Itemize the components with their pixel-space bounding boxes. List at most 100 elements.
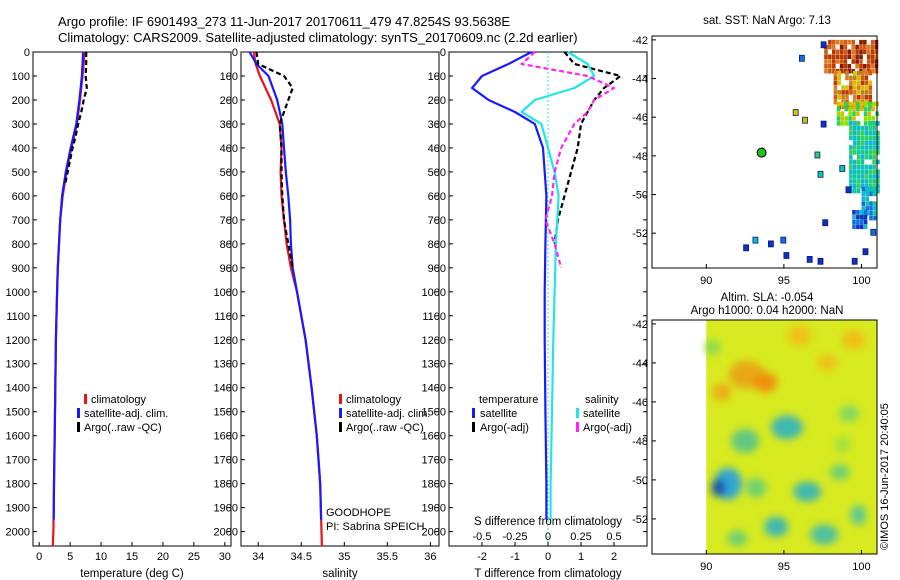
sst-pixel (839, 68, 844, 74)
sst-pixel (860, 179, 865, 184)
x-tick-label: 15 (126, 551, 138, 563)
sst-pixel (861, 201, 866, 206)
sst-pixel (872, 140, 876, 145)
sst-pixel (864, 70, 869, 76)
sst-pixel (868, 150, 873, 155)
sst-pixel (820, 41, 827, 49)
sst-pixel (867, 116, 872, 121)
salinity-xlabel: salinity (322, 568, 357, 580)
x-tick-label: -1 (510, 551, 520, 563)
x-tick-label: 35.5 (377, 551, 398, 563)
sst-pixel (847, 39, 852, 45)
depth-tick-label: 500 (428, 167, 446, 179)
sst-pixel (849, 145, 853, 150)
sst-pixel (872, 174, 876, 179)
depth-tick-label: 1400 (214, 383, 238, 395)
sst-pixel (856, 145, 861, 150)
sst-pixel (860, 125, 865, 131)
depth-tick-label: 1100 (6, 311, 30, 323)
legend-swatch-argo (339, 422, 342, 432)
series-line (553, 51, 622, 244)
depth-tick-label: 200 (12, 95, 30, 107)
sst-pixel (865, 196, 869, 202)
sst-pixel (861, 191, 866, 197)
difference-xlabel: T difference from climatology (474, 568, 621, 580)
sst-pixel (845, 90, 849, 95)
sst-pixel (856, 70, 861, 76)
map-y-tick-label: -52 (632, 228, 648, 240)
sst-pixel (852, 140, 857, 145)
sst-pixel (876, 140, 880, 145)
series-line (471, 51, 548, 520)
sst-pixel (872, 164, 876, 170)
x-tick-label: -2 (477, 551, 487, 563)
sst-pixel (872, 179, 876, 184)
sst-pixel (824, 49, 828, 55)
sla-blob (793, 481, 822, 502)
sla-field (704, 320, 877, 554)
sst-pixel (867, 101, 872, 107)
sst-pixel (852, 150, 857, 155)
sla-map-title: Altim. SLA: -0.054 (721, 292, 814, 304)
depth-tick-label: 2000 (6, 527, 30, 539)
sst-pixel (865, 201, 869, 206)
sst-pixel (856, 164, 861, 170)
sst-pixel (870, 39, 875, 45)
sst-pixel (871, 116, 876, 121)
sst-pixel (863, 121, 868, 126)
difference-plot (471, 51, 622, 546)
x-tick-label: 25 (188, 551, 200, 563)
sst-pixel (837, 80, 841, 86)
sst-pixel (863, 219, 868, 225)
sst-pixel (860, 159, 865, 165)
sla-blob (850, 505, 867, 525)
sst-pixel (837, 75, 841, 81)
sst-pixel (783, 252, 790, 259)
depth-tick-label: 1100 (214, 311, 238, 323)
difference-xlabel-top: S difference from climatology (474, 516, 622, 528)
x-tick-label: 0 (36, 551, 42, 563)
sst-pixel (832, 39, 836, 45)
sst-pixel (856, 125, 861, 131)
imos-stamp: ©IMOS 16-Jun-2017 20:40:05 (879, 403, 891, 550)
sst-pixel (866, 44, 871, 50)
sst-pixel (849, 159, 853, 165)
sst-pixel (862, 248, 869, 256)
depth-tick-label: 100 (12, 71, 30, 83)
sst-pixel (852, 70, 857, 76)
sst-pixel (849, 174, 853, 179)
sst-pixel (876, 169, 880, 174)
legend-swatch-s-satellite (576, 408, 579, 418)
sst-map-title: sat. SST: NaN Argo: 7.13 (703, 15, 831, 27)
sst-pixel (849, 75, 853, 81)
sst-pixel (866, 59, 871, 64)
sst-pixel (868, 135, 873, 141)
difference-axes (448, 51, 648, 547)
sst-pixel (860, 95, 865, 100)
sst-pixel (856, 159, 861, 165)
sst-pixel (852, 130, 857, 136)
sst-pixel (839, 54, 844, 59)
sst-pixel (876, 183, 880, 189)
sst-pixel (860, 85, 865, 90)
sst-pixel (836, 106, 841, 112)
sst-pixel (844, 101, 848, 107)
depth-tick-label: 1700 (422, 455, 446, 467)
sst-pixel (852, 80, 857, 86)
sst-pixel (806, 255, 813, 263)
sst-pixel (876, 159, 880, 165)
legend-label: Argo(-adj) (480, 422, 529, 434)
x-tick-label: 35 (338, 551, 350, 563)
x-tick-label: 20 (157, 551, 169, 563)
sst-pixel (864, 95, 869, 100)
sst-pixel (851, 44, 855, 50)
depth-tick-label: 1200 (6, 335, 30, 347)
sst-pixel (859, 106, 864, 112)
float-position-marker (756, 147, 767, 158)
sst-pixel (849, 183, 853, 189)
sst-pixel (859, 214, 864, 220)
sst-pixel (872, 183, 876, 189)
sst-pixel (864, 164, 869, 170)
sst-pixel (869, 191, 873, 197)
sst-pixel (863, 224, 868, 230)
